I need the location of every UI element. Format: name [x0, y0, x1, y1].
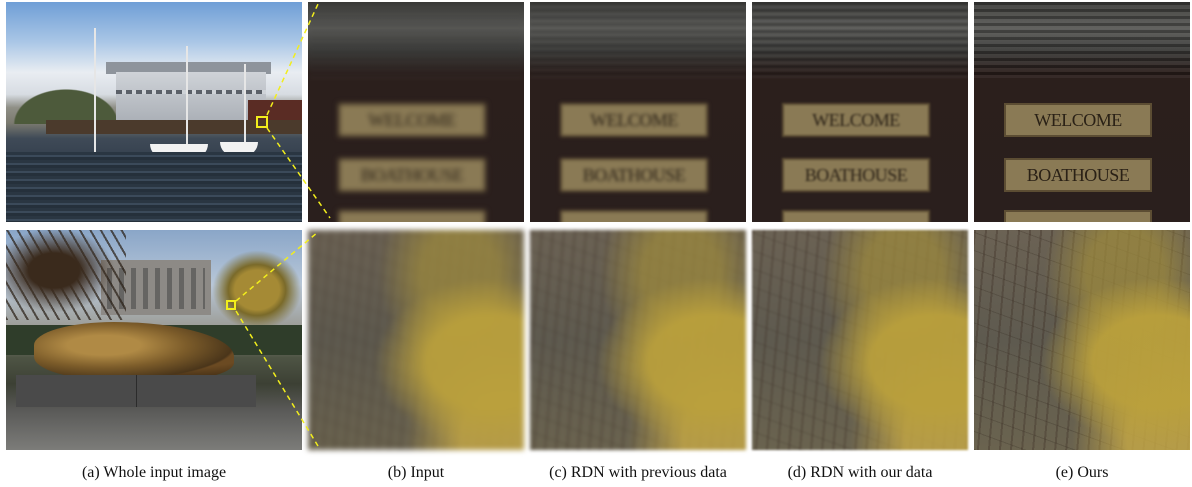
crop-rdn-our-data-boathouse: WELCOME BOATHOUSE — [752, 2, 968, 222]
crop-ours-foliage — [974, 230, 1190, 450]
sign-boathouse: BOATHOUSE — [782, 158, 930, 192]
crop-input-foliage — [308, 230, 524, 450]
crop-input-boathouse: WELCOME BOATHOUSE — [308, 2, 524, 222]
harbor-whole-image — [6, 2, 302, 222]
sign-welcome: WELCOME — [560, 103, 708, 137]
crop-rdn-previous-boathouse: WELCOME BOATHOUSE — [530, 2, 746, 222]
sign-boathouse: BOATHOUSE — [338, 158, 486, 192]
sign-welcome: WELCOME — [1004, 103, 1152, 137]
caption-rdn-our-data: (d) RDN with our data — [787, 464, 933, 481]
crop-rdn-previous-foliage — [530, 230, 746, 450]
sign-boathouse: BOATHOUSE — [560, 158, 708, 192]
caption-input: (b) Input — [387, 464, 445, 481]
zoom-region-marker — [256, 116, 268, 128]
caption-ours: (e) Ours — [1055, 464, 1109, 481]
caption-whole-input: (a) Whole input image — [81, 464, 227, 481]
sign-welcome: WELCOME — [338, 103, 486, 137]
crop-ours-boathouse: WELCOME BOATHOUSE — [974, 2, 1190, 222]
statue-whole-image — [6, 230, 302, 450]
zoom-region-marker — [226, 300, 236, 310]
sign-boathouse: BOATHOUSE — [1004, 158, 1152, 192]
crop-rdn-our-data-foliage — [752, 230, 968, 450]
caption-rdn-previous: (c) RDN with previous data — [549, 464, 727, 481]
sign-welcome: WELCOME — [782, 103, 930, 137]
